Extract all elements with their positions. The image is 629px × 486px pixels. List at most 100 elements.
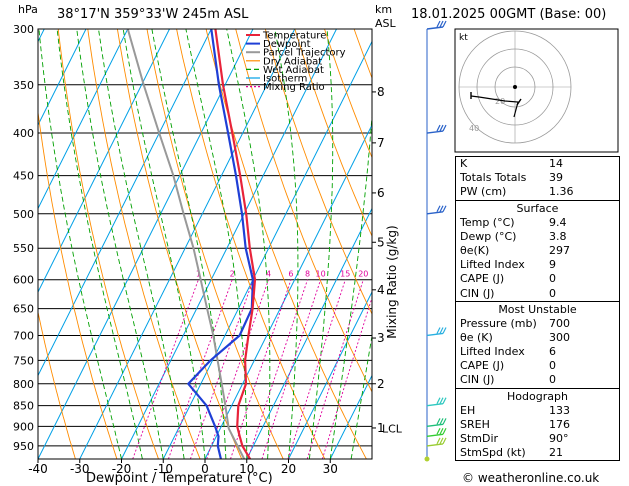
- index-row: K 14: [456, 157, 619, 171]
- unstable-value: 300: [549, 330, 570, 344]
- wind-barb-feather: [439, 124, 444, 132]
- x-tick-label: 30: [323, 462, 338, 476]
- wet-adiabat-line: [185, 29, 248, 459]
- wind-barb-feather: [436, 20, 441, 28]
- pressure-tick-label: 850: [13, 400, 34, 413]
- unstable-value: 6: [549, 345, 556, 359]
- most-unstable-title: Most Unstable: [498, 302, 577, 316]
- isotherm-line: [38, 29, 87, 127]
- hodograph-row: EH 133: [456, 404, 619, 418]
- asl-label: ASL: [375, 17, 396, 30]
- surface-value: 297: [549, 243, 570, 257]
- isotherm-line: [204, 123, 372, 459]
- wind-barb: [426, 443, 444, 447]
- pressure-tick-label: 800: [13, 378, 34, 391]
- dry-adiabat-line: [57, 29, 159, 459]
- unstable-row: CAPE (J) 0: [456, 359, 619, 373]
- wind-barb-feather: [436, 428, 441, 435]
- surface-value: 3.8: [549, 229, 567, 243]
- km-tick-label: 5: [377, 235, 385, 249]
- hodograph-value: 133: [549, 403, 570, 417]
- dry-adiabat-line: [620, 29, 629, 459]
- hodograph-key: StmSpd (kt): [460, 446, 526, 460]
- wind-barb-feather: [439, 327, 444, 334]
- isotherm-line: [121, 29, 337, 459]
- datetime-title: 18.01.2025 00GMT (Base: 00): [411, 7, 607, 22]
- dry-adiabat-line: [294, 29, 372, 238]
- parcel-trajectory-line: [126, 29, 246, 459]
- surface-value: 9: [549, 258, 556, 272]
- x-tick-label: 20: [281, 462, 296, 476]
- isotherm-line: [38, 29, 212, 377]
- dry-adiabat-line: [324, 29, 372, 159]
- surface-row: Lifted Index 9: [456, 258, 619, 272]
- pressure-tick-label: 600: [13, 274, 34, 287]
- wind-barb-feather: [442, 327, 447, 334]
- legend-entry: Wet Adiabat: [263, 65, 324, 76]
- hodograph-kt-label: kt: [459, 33, 468, 43]
- mixing-ratio-line: [287, 279, 346, 459]
- isotherm-line: [38, 29, 170, 294]
- km-label: km: [375, 3, 393, 16]
- wind-barb-feather: [436, 418, 441, 425]
- surface-key: Lifted Index: [460, 258, 525, 272]
- mixing-ratio-label: 1: [196, 270, 201, 279]
- wind-barb-feather: [436, 397, 441, 404]
- legend-entry: Dry Adiabat: [263, 56, 322, 67]
- isotherm-line: [79, 29, 296, 459]
- hodograph-row: StmDir 90°: [456, 432, 619, 446]
- mixing-ratio-label: 25: [373, 270, 383, 279]
- surface-wind-dot: [424, 456, 430, 462]
- unstable-key: CAPE (J): [460, 359, 505, 373]
- mixing-ratio-label: 2: [230, 270, 235, 279]
- wind-barb-feather: [439, 20, 444, 28]
- hpa-label: hPa: [18, 3, 38, 16]
- hodograph-row: StmSpd (kt) 21: [456, 446, 619, 460]
- surface-key: CAPE (J): [460, 272, 505, 286]
- mixing-ratio-label: 20: [358, 270, 368, 279]
- wet-adiabat-line: [76, 29, 164, 459]
- wind-barb-feather: [442, 418, 447, 425]
- surface-key: θe(K): [460, 243, 490, 257]
- location-title: 38°17'N 359°33'W 245m ASL: [57, 7, 249, 22]
- dry-adiabat-line: [176, 29, 326, 459]
- wet-adiabat-line: [274, 29, 299, 459]
- wind-barb: [426, 26, 444, 30]
- wind-barb-feather: [442, 428, 447, 435]
- dry-adiabat-line: [87, 29, 201, 459]
- x-tick-label: -20: [112, 462, 132, 476]
- mixing-ratio-line: [167, 279, 233, 459]
- plot-frame: [37, 28, 373, 460]
- copyright[interactable]: © weatheronline.co.uk: [462, 471, 600, 485]
- unstable-row: CIN (J) 0: [456, 373, 619, 387]
- wet-adiabat-line: [56, 29, 143, 459]
- surface-row: Temp (°C) 9.4: [456, 216, 619, 230]
- hodograph-title: Hodograph: [507, 389, 568, 403]
- wet-adiabat-line: [151, 29, 227, 459]
- unstable-value: 0: [549, 359, 556, 373]
- isotherm-line: [38, 29, 129, 210]
- wind-barb: [426, 433, 444, 437]
- unstable-key: Pressure (mb): [460, 316, 537, 330]
- mixing-ratio-axis-title: Mixing Ratio (g/kg): [385, 225, 399, 339]
- hodograph-key: SREH: [460, 417, 490, 431]
- wet-adiabat-line: [98, 29, 185, 459]
- surface-title: Surface: [516, 201, 559, 215]
- dry-adiabat-line: [205, 29, 367, 459]
- wind-barb-feather: [442, 437, 447, 445]
- dry-adiabat-line: [38, 310, 76, 459]
- wind-barb-feather: [442, 20, 447, 28]
- pressure-tick-label: 350: [13, 79, 34, 92]
- unstable-key: Lifted Index: [460, 345, 525, 359]
- pressure-tick-label: 300: [13, 23, 34, 36]
- hodograph-frame: [454, 28, 619, 153]
- mixing-ratio-line: [230, 279, 292, 459]
- hodograph-row: SREH 176: [456, 418, 619, 432]
- isotherm-line: [0, 29, 3, 459]
- index-key: Totals Totals: [460, 171, 527, 185]
- unstable-row: θe (K) 300: [456, 331, 619, 345]
- hodograph-trace: [470, 95, 519, 118]
- wet-adiabat-line: [308, 29, 334, 459]
- wind-barb: [426, 423, 444, 428]
